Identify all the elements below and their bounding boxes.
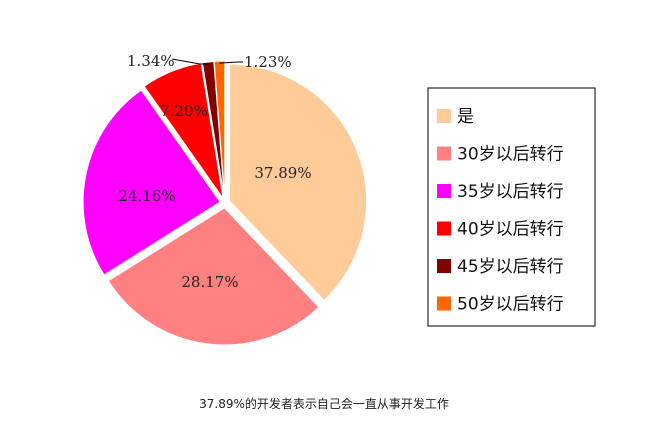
pie-slices xyxy=(82,60,368,346)
legend-swatch-5 xyxy=(437,259,451,273)
legend-label-4: 40岁以后转行 xyxy=(457,220,564,240)
legend-swatch-2 xyxy=(437,146,451,161)
pie-slice-1 xyxy=(229,63,368,302)
legend-label-6: 50岁以后转行 xyxy=(457,295,564,315)
leader-lines xyxy=(171,58,243,65)
legend-box xyxy=(427,87,596,327)
legend-swatch-1 xyxy=(437,109,451,123)
pie-slice-2 xyxy=(107,207,320,346)
legend-swatch-4 xyxy=(437,221,451,236)
pie-slice-3 xyxy=(82,89,221,276)
legend-label-1: 是 xyxy=(457,107,474,127)
slice-label-4: 7.20% xyxy=(160,102,208,120)
leader-line-6 xyxy=(219,61,243,64)
slice-label-3: 24.16% xyxy=(118,187,175,205)
legend-label-3: 35岁以后转行 xyxy=(457,182,564,202)
slice-labels: 37.89% 28.17% 24.16% 7.20% 1.34% 1.23% xyxy=(118,52,311,291)
legend-swatch-3 xyxy=(437,184,451,198)
legend-label-5: 45岁以后转行 xyxy=(457,257,564,277)
slice-label-6: 1.23% xyxy=(244,53,292,71)
slice-label-5: 1.34% xyxy=(127,52,175,70)
pie-slice-4 xyxy=(143,62,224,199)
legend: 是 30岁以后转行 35岁以后转行 40岁以后转行 45岁以后转行 50岁以后转行 xyxy=(427,87,596,327)
slice-label-1: 37.89% xyxy=(254,164,311,182)
legend-label-2: 30岁以后转行 xyxy=(457,145,564,165)
chart-caption: 37.89%的开发者表示自己会一直从事开发工作 xyxy=(199,397,449,411)
slice-label-2: 28.17% xyxy=(181,273,238,291)
pie-slice-6 xyxy=(213,60,226,199)
leader-line-5 xyxy=(171,58,209,65)
legend-swatch-6 xyxy=(437,296,451,311)
